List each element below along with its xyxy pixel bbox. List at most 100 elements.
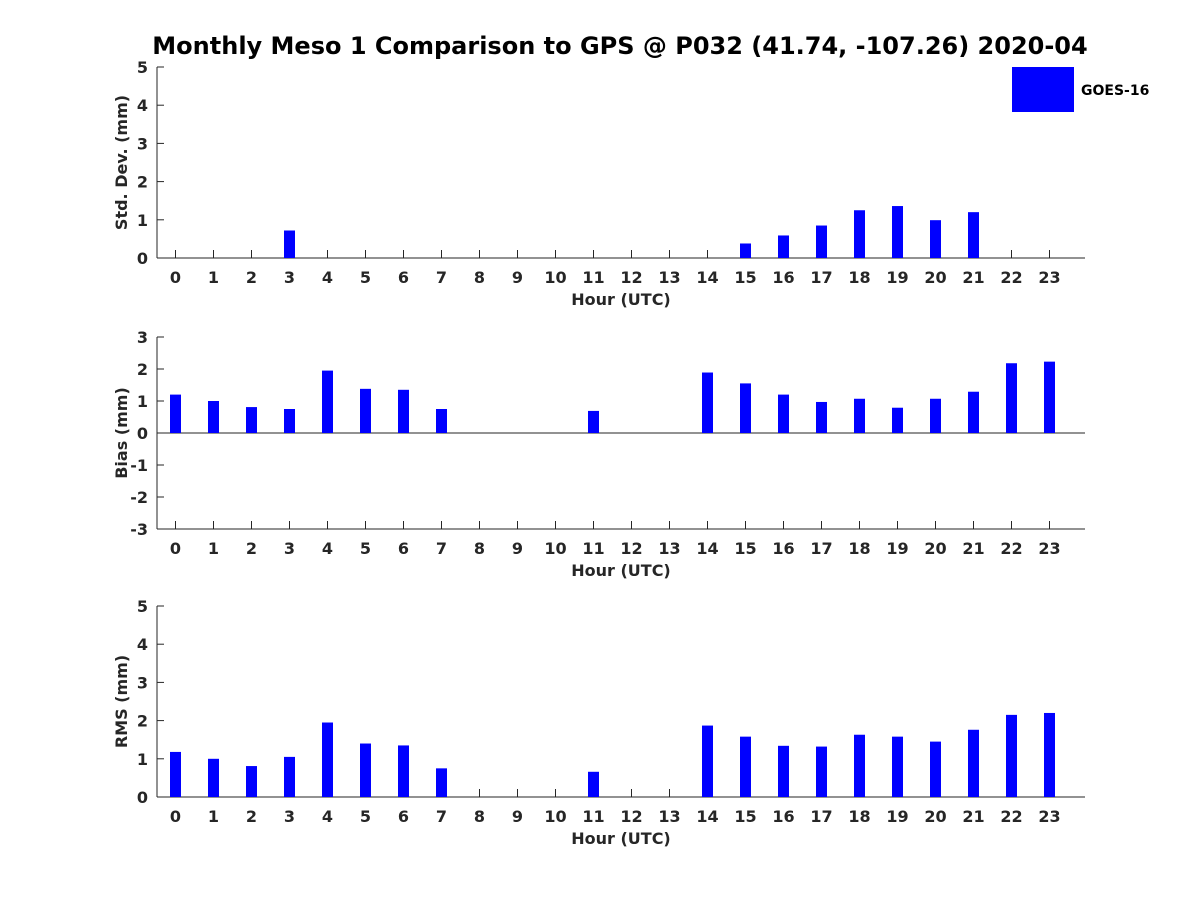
bar	[1006, 714, 1017, 797]
bar	[588, 771, 599, 797]
y-tick-label: -2	[130, 488, 148, 507]
x-tick-label: 13	[658, 807, 680, 826]
bar	[208, 401, 219, 433]
bar	[246, 407, 257, 433]
bar	[740, 736, 751, 797]
x-tick-label: 6	[398, 807, 409, 826]
x-tick-label: 17	[810, 539, 832, 558]
bar	[436, 768, 447, 797]
x-tick-label: 13	[658, 539, 680, 558]
bar	[398, 745, 409, 797]
x-tick-label: 15	[734, 539, 756, 558]
bar	[436, 409, 447, 433]
x-tick-label: 8	[474, 268, 485, 287]
bar	[170, 751, 181, 797]
y-axis-label: RMS (mm)	[112, 655, 131, 748]
x-tick-label: 1	[208, 807, 219, 826]
x-tick-label: 5	[360, 539, 371, 558]
legend-swatch	[1012, 67, 1074, 112]
x-tick-label: 1	[208, 268, 219, 287]
x-tick-label: 19	[886, 807, 908, 826]
bar	[1044, 712, 1055, 797]
x-tick-label: 11	[582, 807, 604, 826]
legend: GOES-16	[1012, 67, 1149, 112]
y-tick-label: 2	[137, 360, 148, 379]
x-tick-label: 20	[924, 268, 946, 287]
y-tick-label: 3	[137, 673, 148, 692]
bar	[854, 398, 865, 433]
x-tick-label: 11	[582, 268, 604, 287]
x-tick-label: 9	[512, 268, 523, 287]
bar	[892, 736, 903, 797]
y-tick-label: 3	[137, 328, 148, 347]
y-tick-label: 0	[137, 788, 148, 807]
y-tick-label: 2	[137, 173, 148, 192]
x-tick-label: 4	[322, 807, 333, 826]
chart-title: Monthly Meso 1 Comparison to GPS @ P032 …	[152, 32, 1087, 60]
y-tick-label: 0	[137, 424, 148, 443]
x-tick-label: 6	[398, 539, 409, 558]
x-tick-label: 17	[810, 807, 832, 826]
x-tick-label: 16	[772, 539, 794, 558]
bar	[930, 220, 941, 258]
x-tick-label: 4	[322, 268, 333, 287]
x-axis-label: Hour (UTC)	[571, 561, 671, 580]
x-tick-label: 12	[620, 539, 642, 558]
x-tick-label: 2	[246, 268, 257, 287]
bar	[246, 766, 257, 797]
bar	[702, 372, 713, 433]
bar	[1006, 363, 1017, 433]
y-axis-label: Std. Dev. (mm)	[112, 95, 131, 230]
x-tick-label: 3	[284, 539, 295, 558]
x-tick-label: 22	[1000, 268, 1022, 287]
x-tick-label: 22	[1000, 539, 1022, 558]
bar	[398, 389, 409, 433]
y-tick-label: 2	[137, 712, 148, 731]
x-tick-label: 3	[284, 807, 295, 826]
x-tick-label: 23	[1038, 539, 1060, 558]
bar	[968, 212, 979, 258]
x-tick-label: 10	[544, 539, 566, 558]
bar	[778, 745, 789, 797]
y-tick-label: 0	[137, 249, 148, 268]
x-tick-label: 23	[1038, 268, 1060, 287]
x-tick-label: 5	[360, 807, 371, 826]
x-tick-label: 23	[1038, 807, 1060, 826]
x-tick-label: 20	[924, 807, 946, 826]
bar	[968, 391, 979, 433]
y-tick-label: 3	[137, 134, 148, 153]
x-tick-label: 7	[436, 268, 447, 287]
x-tick-label: 10	[544, 807, 566, 826]
x-tick-label: 19	[886, 539, 908, 558]
x-tick-label: 10	[544, 268, 566, 287]
bar	[740, 243, 751, 258]
x-tick-label: 21	[962, 268, 984, 287]
x-tick-label: 19	[886, 268, 908, 287]
bar	[816, 225, 827, 258]
x-tick-label: 2	[246, 807, 257, 826]
x-tick-label: 14	[696, 268, 718, 287]
bar	[208, 758, 219, 797]
bar	[170, 394, 181, 433]
x-tick-label: 14	[696, 539, 718, 558]
bar	[1044, 361, 1055, 433]
y-tick-label: 5	[137, 58, 148, 77]
x-tick-label: 12	[620, 807, 642, 826]
x-tick-label: 8	[474, 539, 485, 558]
x-tick-label: 16	[772, 807, 794, 826]
x-tick-label: 18	[848, 807, 870, 826]
bar	[702, 725, 713, 797]
bar	[854, 210, 865, 258]
x-tick-label: 16	[772, 268, 794, 287]
bar	[322, 722, 333, 797]
y-tick-label: -1	[130, 456, 148, 475]
bar	[284, 230, 295, 258]
bar	[968, 729, 979, 797]
x-tick-label: 8	[474, 807, 485, 826]
x-tick-label: 0	[170, 539, 181, 558]
bar	[930, 398, 941, 433]
bar	[284, 409, 295, 433]
